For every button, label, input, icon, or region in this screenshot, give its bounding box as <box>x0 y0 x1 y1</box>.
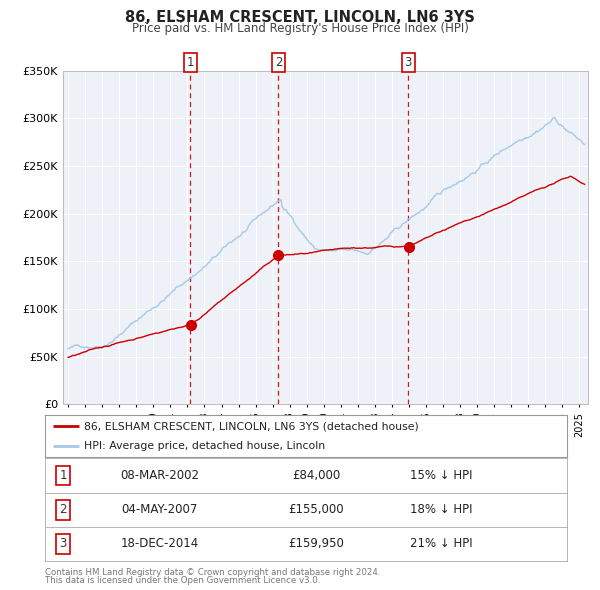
Text: £84,000: £84,000 <box>292 469 341 482</box>
Text: Contains HM Land Registry data © Crown copyright and database right 2024.: Contains HM Land Registry data © Crown c… <box>45 568 380 576</box>
Text: 1: 1 <box>187 56 194 69</box>
Text: £159,950: £159,950 <box>289 537 344 550</box>
Text: 86, ELSHAM CRESCENT, LINCOLN, LN6 3YS: 86, ELSHAM CRESCENT, LINCOLN, LN6 3YS <box>125 10 475 25</box>
Text: 15% ↓ HPI: 15% ↓ HPI <box>410 469 473 482</box>
Text: 2: 2 <box>59 503 67 516</box>
Text: 2: 2 <box>275 56 282 69</box>
Text: 1: 1 <box>59 469 67 482</box>
Text: 18% ↓ HPI: 18% ↓ HPI <box>410 503 473 516</box>
Text: 04-MAY-2007: 04-MAY-2007 <box>122 503 198 516</box>
Text: Price paid vs. HM Land Registry's House Price Index (HPI): Price paid vs. HM Land Registry's House … <box>131 22 469 35</box>
Text: 86, ELSHAM CRESCENT, LINCOLN, LN6 3YS (detached house): 86, ELSHAM CRESCENT, LINCOLN, LN6 3YS (d… <box>84 421 419 431</box>
Text: 3: 3 <box>59 537 67 550</box>
Text: 18-DEC-2014: 18-DEC-2014 <box>121 537 199 550</box>
Text: £155,000: £155,000 <box>289 503 344 516</box>
Text: 08-MAR-2002: 08-MAR-2002 <box>121 469 199 482</box>
Text: 21% ↓ HPI: 21% ↓ HPI <box>410 537 473 550</box>
Text: 3: 3 <box>404 56 412 69</box>
Text: This data is licensed under the Open Government Licence v3.0.: This data is licensed under the Open Gov… <box>45 576 320 585</box>
Text: HPI: Average price, detached house, Lincoln: HPI: Average price, detached house, Linc… <box>84 441 325 451</box>
